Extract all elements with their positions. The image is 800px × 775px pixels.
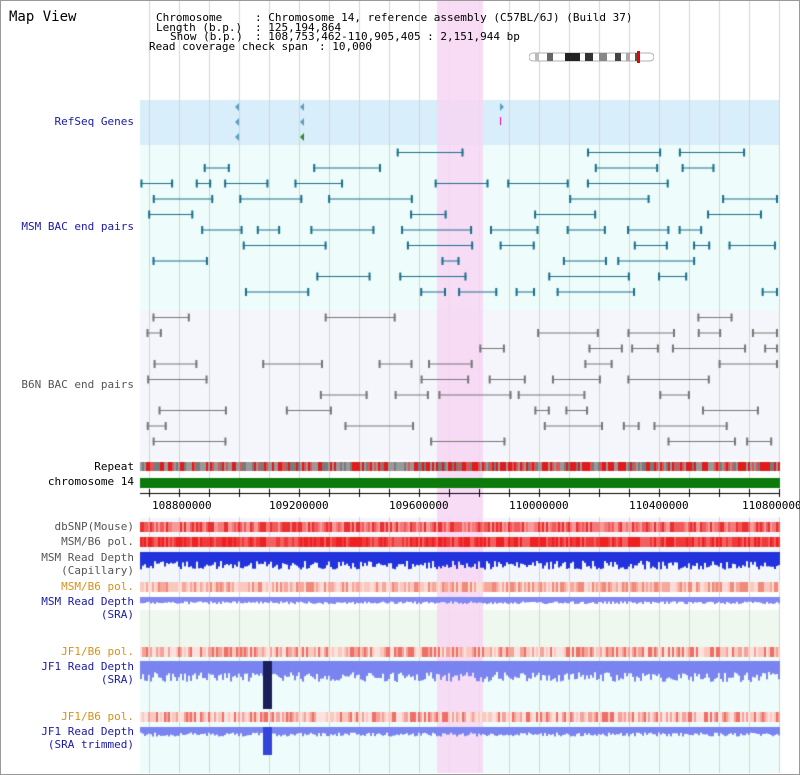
track-label-chromosome: chromosome 14 [47, 475, 134, 488]
chromosome-value: : Chromosome 14, reference assembly (C57… [255, 11, 633, 24]
axis-tick-5: 110400000 [629, 499, 689, 512]
axis-tick-3: 109600000 [389, 499, 449, 512]
track-label-capillary: (Capillary) [61, 564, 134, 577]
chromosome-key: Chromosome [156, 11, 223, 24]
axis-tick-4: 110000000 [509, 499, 569, 512]
show-value: : 108,753,462-110,905,405 : 2,151,944 bp [255, 30, 520, 43]
show-key: Show (b.p.) [170, 30, 243, 43]
track-label-jf1-read-depth-sra[interactable]: JF1 Read Depth [41, 660, 134, 673]
track-label-sra: (SRA) [100, 608, 134, 621]
track-label-repeat: Repeat [94, 460, 134, 473]
track-label-jf1-b6-pol[interactable]: JF1/B6 pol. [61, 645, 134, 658]
axis-tick-6: 110800000 [742, 499, 800, 512]
track-label-jf1-b6-pol-trimmed[interactable]: JF1/B6 pol. [61, 710, 134, 723]
track-label-jf1-read-depth-trimmed[interactable]: JF1 Read Depth [41, 725, 134, 738]
track-label-dbsnp[interactable]: dbSNP(Mouse) [54, 520, 134, 533]
track-label-msm-read-depth-capillary[interactable]: MSM Read Depth [41, 551, 134, 564]
coverage-value: : 10,000 [319, 40, 372, 53]
coverage-key: Read coverage check span [149, 40, 308, 53]
axis-tick-1: 108800000 [152, 499, 212, 512]
track-label-msm-b6-pol-capillary[interactable]: MSM/B6 pol. [61, 535, 134, 548]
track-label-sra-trimmed: (SRA trimmed) [47, 738, 134, 751]
track-label-refseq-genes[interactable]: RefSeq Genes [54, 115, 134, 128]
chromosome-ideogram[interactable] [529, 51, 654, 63]
length-key: Length (b.p.) [156, 21, 243, 34]
track-label-b6n-bac-end-pairs[interactable]: B6N BAC end pairs [21, 378, 134, 391]
axis-tick-2: 109200000 [269, 499, 329, 512]
length-value: : 125,194,864 [255, 21, 342, 34]
track-label-msm-bac-end-pairs[interactable]: MSM BAC end pairs [21, 220, 134, 233]
track-label-msm-read-depth-sra[interactable]: MSM Read Depth [41, 595, 134, 608]
map-view-title: Map View [9, 9, 77, 25]
track-label-msm-b6-pol-sra[interactable]: MSM/B6 pol. [61, 580, 134, 593]
track-label-jf1-sra: (SRA) [100, 673, 134, 686]
